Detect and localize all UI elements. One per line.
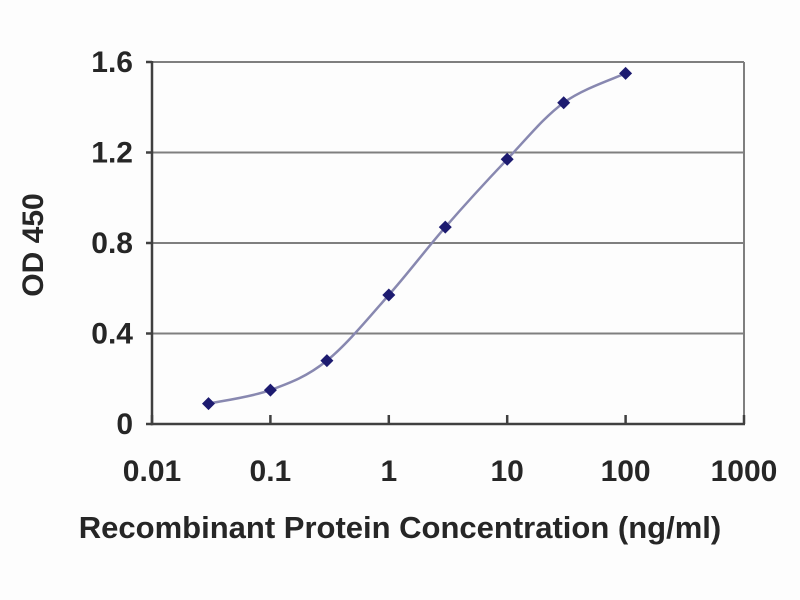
standard-curve-line [208, 72, 627, 405]
y-tick-label: 1.2 [91, 137, 133, 170]
y-tick-label: 0 [116, 408, 133, 441]
data-point-marker [619, 66, 633, 80]
y-tick-label: 1.6 [91, 46, 133, 79]
x-tick-label: 0.01 [123, 455, 181, 488]
x-tick-label: 10 [491, 455, 524, 488]
x-axis-title: Recombinant Protein Concentration (ng/ml… [78, 510, 722, 545]
y-tick-label: 0.4 [91, 318, 133, 351]
x-tick-label: 1000 [711, 455, 778, 488]
data-point-marker [201, 397, 215, 411]
x-tick-label: 0.1 [250, 455, 292, 488]
data-point-marker [382, 288, 396, 302]
data-point-marker [438, 220, 452, 234]
data-point-marker [320, 354, 334, 368]
data-point-marker [500, 152, 514, 166]
data-point-marker [557, 96, 571, 110]
data-point-marker [263, 383, 277, 397]
y-tick-label: 0.8 [91, 227, 133, 260]
y-axis-title: OD 450 [17, 193, 50, 297]
x-tick-label: 100 [601, 455, 651, 488]
x-tick-label: 1 [380, 455, 397, 488]
